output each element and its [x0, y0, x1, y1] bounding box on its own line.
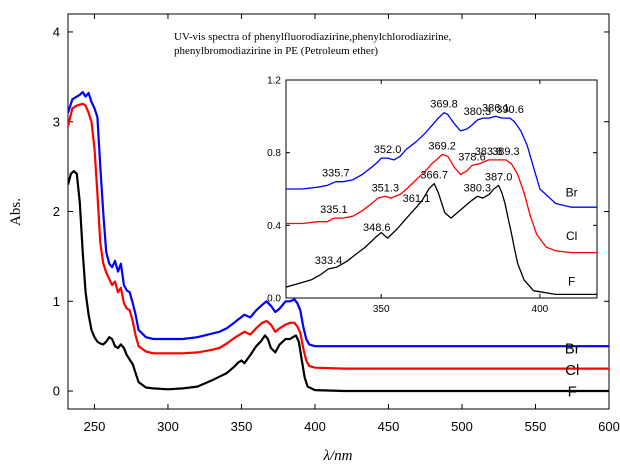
inset-y-tick-label: 0.0 — [267, 294, 281, 305]
inset-peak-label-f: 366.7 — [420, 170, 448, 182]
inset-x-tick-label: 350 — [373, 304, 390, 315]
inset-series-f-line — [286, 182, 597, 296]
main-chart: 250 300 350 400 450 500 550 600 0 1 2 3 4 Br Cl Fλ/nm Ab… — [8, 13, 620, 464]
main-y-tick-label: 2 — [53, 204, 60, 219]
inset-peak-label-f: 361.1 — [403, 193, 431, 205]
main-x-tick-label: 250 — [84, 419, 106, 434]
inset-peak-label-br: 386.1 — [482, 102, 510, 114]
inset-y-tick-label: 0.8 — [267, 148, 281, 159]
inset-peak-label-f: 380.3 — [464, 182, 492, 194]
main-curve-label-cl: Cl — [565, 362, 579, 379]
main-x-tick-label: 450 — [378, 419, 400, 434]
main-chart-title-line: phenylbromodiazirine in PE (Petroleum et… — [174, 45, 378, 57]
main-x-tick-label: 500 — [451, 419, 473, 434]
inset-peak-label-br: 352.0 — [374, 144, 402, 156]
inset-peak-label-f: 387.0 — [485, 171, 513, 183]
main-y-tick-label: 1 — [53, 294, 60, 309]
inset-peak-label-cl: 335.1 — [320, 204, 348, 216]
inset-curve-label-f: F — [568, 274, 575, 288]
inset-peak-label-br: 390.6 — [496, 104, 524, 116]
inset-background — [286, 80, 597, 298]
main-chart-title: UV-vis spectra of phenylfluorodiazirine,… — [174, 31, 452, 57]
inset-peak-label-br: 335.7 — [322, 168, 350, 180]
inset-y-tick-label: 0.4 — [267, 221, 281, 232]
main-y-tick-label: 3 — [53, 114, 60, 129]
main-series-cl-line — [68, 102, 609, 370]
main-x-tick-label: 550 — [525, 419, 547, 434]
inset-curve-label-cl: Cl — [566, 229, 577, 243]
main-curve-label-br: Br — [565, 340, 580, 357]
inset-peak-label-cl: 389.3 — [492, 146, 520, 158]
inset-peak-label-cl: 383.8 — [475, 146, 503, 158]
main-series-f-line — [68, 170, 609, 393]
main-chart-title-line: UV-vis spectra of phenylfluorodiazirine,… — [174, 31, 452, 43]
main-x-tick-label: 350 — [231, 419, 253, 434]
main-x-tick-label: 400 — [304, 419, 326, 434]
inset-peak-label-cl: 378.6 — [458, 151, 486, 163]
main-x-tick-label: 300 — [157, 419, 179, 434]
inset-chart: 350 400 0.0 0.4 0.8 1.2 Br Cl F 335.7 352.0 369.8 38… — [267, 76, 598, 315]
inset-peak-label-br: 369.8 — [430, 99, 458, 111]
main-y-tick-label: 0 — [53, 384, 60, 399]
inset-series-cl-line — [286, 153, 597, 254]
main-curve-label-f: F — [568, 383, 577, 400]
inset-curve-label-br: Br — [566, 185, 578, 199]
inset-peak-label-f: 333.4 — [315, 255, 343, 267]
main-y-tick-label: 4 — [53, 25, 60, 40]
main-x-tick-label: 600 — [598, 419, 620, 434]
main-series-br-line — [68, 90, 609, 348]
main-x-axis-label: λ/nm — [323, 448, 353, 464]
inset-peak-label-br: 380.3 — [464, 106, 492, 118]
inset-peak-label-cl: 369.2 — [428, 140, 456, 152]
inset-x-tick-label: 400 — [532, 304, 549, 315]
inset-peak-label-f: 348.6 — [363, 222, 391, 234]
inset-series-br-line — [286, 112, 597, 208]
main-y-axis-label: Abs. — [8, 198, 24, 226]
inset-peak-label-cl: 351.3 — [372, 182, 400, 194]
inset-y-tick-label: 1.2 — [267, 76, 281, 87]
